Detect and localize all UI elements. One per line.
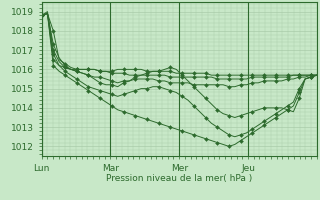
X-axis label: Pression niveau de la mer( hPa ): Pression niveau de la mer( hPa ) <box>106 174 252 183</box>
